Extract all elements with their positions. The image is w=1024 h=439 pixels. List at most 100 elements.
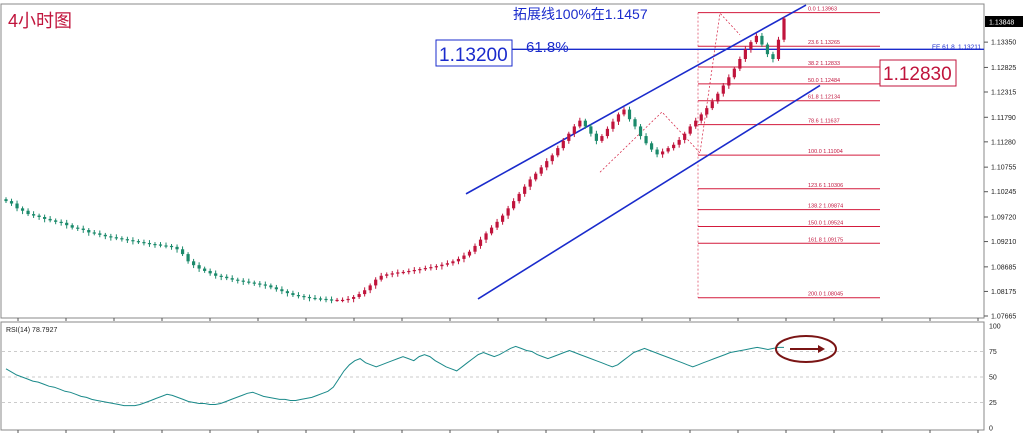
candle-body xyxy=(390,273,394,275)
y-tick-label: 1.09210 xyxy=(991,239,1016,246)
candle-body xyxy=(318,298,323,300)
y-tick-label: 1.08685 xyxy=(991,264,1016,271)
candle-body xyxy=(782,18,786,40)
candle-body xyxy=(721,85,725,94)
level-box-2-value: 1.12830 xyxy=(883,64,952,85)
current-price-tag xyxy=(985,16,1023,27)
fib-level-label: 38.2 1.12833 xyxy=(808,61,840,67)
level-box-1 xyxy=(435,39,513,67)
candle-body xyxy=(363,290,367,295)
candle-body xyxy=(385,274,389,276)
candle-body xyxy=(269,285,273,288)
fib-level-label: 123.6 1.10306 xyxy=(808,183,843,189)
candle-body xyxy=(147,243,152,245)
candle-body xyxy=(489,227,494,234)
channel-lower xyxy=(477,84,821,300)
fe-label: FE 61.8 xyxy=(932,44,955,51)
candle-body xyxy=(412,269,416,272)
candle-body xyxy=(9,201,14,204)
candle-body xyxy=(771,54,775,59)
candle-body xyxy=(440,264,444,267)
current-price-value: 1.13848 xyxy=(989,20,1014,27)
candle-body xyxy=(462,255,466,259)
candle-body xyxy=(175,246,179,250)
candle-body xyxy=(4,199,8,202)
y-tick-label: 1.12825 xyxy=(991,65,1016,72)
fib-level-label: 0.0 1.13963 xyxy=(808,7,837,13)
candle-body xyxy=(169,245,174,248)
candle-body xyxy=(429,267,433,269)
candle-body xyxy=(48,218,52,221)
candle-body xyxy=(627,109,632,120)
y-tick-label: 1.11790 xyxy=(991,115,1016,122)
candle-body xyxy=(335,299,339,302)
candle-body xyxy=(506,208,510,216)
rsi-tick-label: 75 xyxy=(989,349,997,356)
rsi-tick-label: 25 xyxy=(989,400,997,407)
candle-body xyxy=(153,243,157,246)
candle-body xyxy=(517,193,521,202)
candle-body xyxy=(158,244,163,246)
candle-body xyxy=(732,68,736,78)
candle-body xyxy=(760,35,764,45)
candle-body xyxy=(125,239,129,241)
candle-body xyxy=(252,282,256,284)
candle-body xyxy=(374,279,378,286)
rsi-tick-label: 100 xyxy=(989,324,1001,331)
fib-level-label: 50.0 1.12484 xyxy=(808,78,840,84)
y-tick-label: 1.11280 xyxy=(991,139,1016,146)
candle-body xyxy=(661,151,665,155)
candle-body xyxy=(180,249,185,255)
candle-body xyxy=(43,217,47,219)
candle-body xyxy=(528,179,532,187)
candle-body xyxy=(20,208,25,211)
candle-body xyxy=(59,221,63,224)
candle-body xyxy=(754,35,759,43)
candle-body xyxy=(677,139,681,145)
candle-body xyxy=(103,234,107,237)
candle-body xyxy=(738,58,742,69)
candle-body xyxy=(644,136,648,144)
candle-body xyxy=(131,240,135,242)
candle-body xyxy=(214,273,218,276)
candle-body xyxy=(605,128,610,137)
candle-body xyxy=(208,270,212,274)
candle-body xyxy=(285,291,290,294)
candle-body xyxy=(92,232,96,234)
candle-body xyxy=(600,136,604,141)
candle-body xyxy=(539,167,543,174)
candle-body xyxy=(478,239,483,246)
candle-body xyxy=(456,258,461,262)
candle-body xyxy=(500,215,505,222)
candle-body xyxy=(26,210,30,215)
candle-body xyxy=(396,272,400,274)
candle-body xyxy=(423,268,427,270)
candle-body xyxy=(749,42,753,50)
candle-body xyxy=(633,119,637,127)
arrow-right-icon xyxy=(775,335,837,363)
level-box-2 xyxy=(879,59,957,87)
candle-body xyxy=(765,44,770,55)
fib-level-label: 161.8 1.09175 xyxy=(808,237,843,243)
candle-body xyxy=(307,296,312,299)
y-tick-label: 1.08175 xyxy=(991,289,1016,296)
fib-level-label: 100.0 1.11004 xyxy=(808,149,843,155)
candle-body xyxy=(672,144,676,149)
candle-body xyxy=(451,261,455,264)
candle-body xyxy=(136,241,141,243)
candle-body xyxy=(716,93,720,102)
candle-body xyxy=(666,148,670,152)
timeframe-label: 4小时图 xyxy=(8,11,72,31)
candle-body xyxy=(611,121,615,129)
candle-body xyxy=(65,222,69,226)
rsi-panel xyxy=(0,321,985,431)
candle-body xyxy=(340,299,345,302)
rsi-label: RSI(14) 78.7927 xyxy=(6,327,57,334)
rsi-tick-label: 50 xyxy=(989,375,997,382)
candle-body xyxy=(467,251,472,256)
candle-body xyxy=(197,265,201,269)
candle-body xyxy=(583,120,587,127)
y-tick-label: 1.07665 xyxy=(991,314,1016,321)
candle-body xyxy=(230,278,234,280)
